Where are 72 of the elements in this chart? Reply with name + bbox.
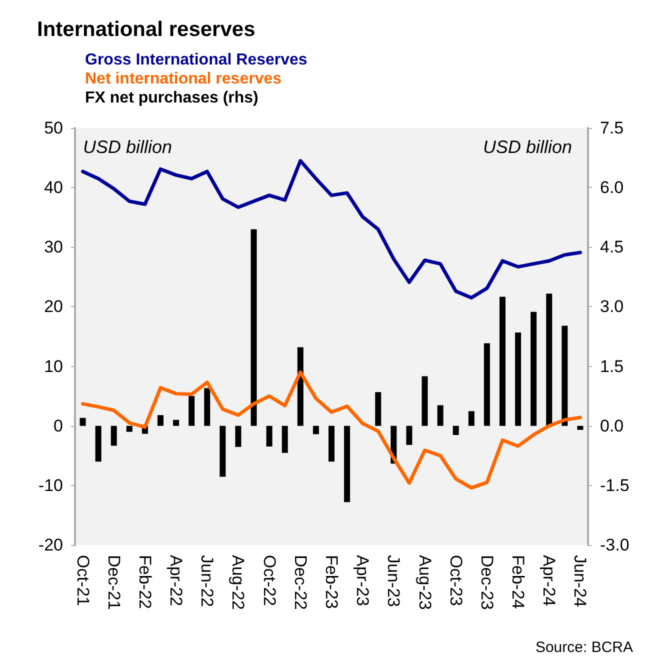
text: Gross International Reserves (85, 52, 308, 68)
x-tick-label: Feb-23 (322, 555, 341, 609)
y-tick-label: 50 (44, 118, 63, 138)
y-axis-title: USD billion (83, 137, 172, 157)
x-tick-label: Aug-23 (415, 555, 434, 610)
y2-tick-label: 1.5 (600, 356, 624, 376)
bar (250, 229, 257, 426)
bar (437, 405, 444, 426)
x-tick-label: Apr-24 (540, 555, 559, 606)
y2-tick-label: 6.0 (600, 178, 624, 198)
bar (158, 415, 164, 426)
bar (546, 294, 552, 426)
x-tick-label: Feb-22 (135, 555, 154, 609)
x-tick-label: Oct-21 (73, 555, 92, 606)
x-tick-label: Oct-23 (446, 555, 466, 606)
y-tick-label: 20 (44, 297, 63, 316)
bar (188, 396, 195, 426)
y2-tick-label: -3.0 (600, 536, 630, 554)
source-note: Source: BCRA (535, 639, 634, 656)
bar (80, 418, 86, 426)
bar (173, 420, 180, 426)
y2-axis-title: USD billion (482, 137, 572, 157)
x-tick-label: Oct-22 (260, 555, 279, 606)
x-tick-label: Aug-22 (228, 555, 248, 610)
y2-tick-label: 0.0 (600, 416, 624, 436)
y2-tick-label: 7.5 (600, 118, 624, 138)
line-series (81, 370, 582, 490)
y2-tick-label: 3.0 (600, 297, 624, 316)
x-tick-label: Dec-21 (104, 555, 124, 610)
y-tick-label: -10 (38, 476, 63, 495)
text: Net international reserves (85, 70, 282, 88)
bar (282, 426, 288, 453)
bar (297, 347, 304, 426)
bar (562, 326, 568, 426)
x-tick-label: Jun-23 (384, 555, 404, 607)
y-tick-label: -20 (38, 536, 63, 554)
bar (344, 426, 350, 502)
bar (375, 392, 382, 426)
x-tick-label: Feb-24 (508, 555, 528, 609)
x-tick-label: Jun-22 (198, 555, 217, 607)
bar (204, 388, 210, 426)
x-tick-label: Apr-22 (166, 555, 186, 606)
x-tick-label: Jun-24 (570, 555, 590, 607)
bar (328, 426, 334, 462)
bar (422, 376, 428, 426)
bar (126, 426, 132, 432)
bar (312, 426, 319, 434)
bar (235, 426, 242, 447)
text: FX net purchases (rhs) (85, 90, 258, 106)
bar (95, 426, 102, 462)
line-series (81, 159, 582, 300)
chart-title: International reserves (37, 18, 256, 41)
bar (484, 343, 490, 426)
bar (468, 411, 474, 426)
bar (515, 332, 522, 426)
x-tick-label: Dec-23 (477, 555, 496, 610)
bar (452, 426, 459, 435)
bar (530, 312, 537, 426)
y-tick-label: 0 (54, 416, 63, 436)
bar (220, 426, 226, 477)
bar (110, 426, 117, 446)
x-tick-label: Apr-23 (353, 555, 372, 606)
y2-tick-label: 4.5 (600, 238, 624, 257)
bar (406, 426, 412, 445)
y-tick-label: 10 (44, 356, 63, 376)
y-tick-label: 40 (44, 178, 63, 198)
bar (500, 296, 506, 426)
y2-tick-label: -1.5 (600, 476, 630, 495)
bar (577, 426, 584, 430)
y-tick-label: 30 (44, 238, 63, 257)
bar (266, 426, 272, 447)
x-tick-label: Dec-22 (290, 555, 310, 610)
